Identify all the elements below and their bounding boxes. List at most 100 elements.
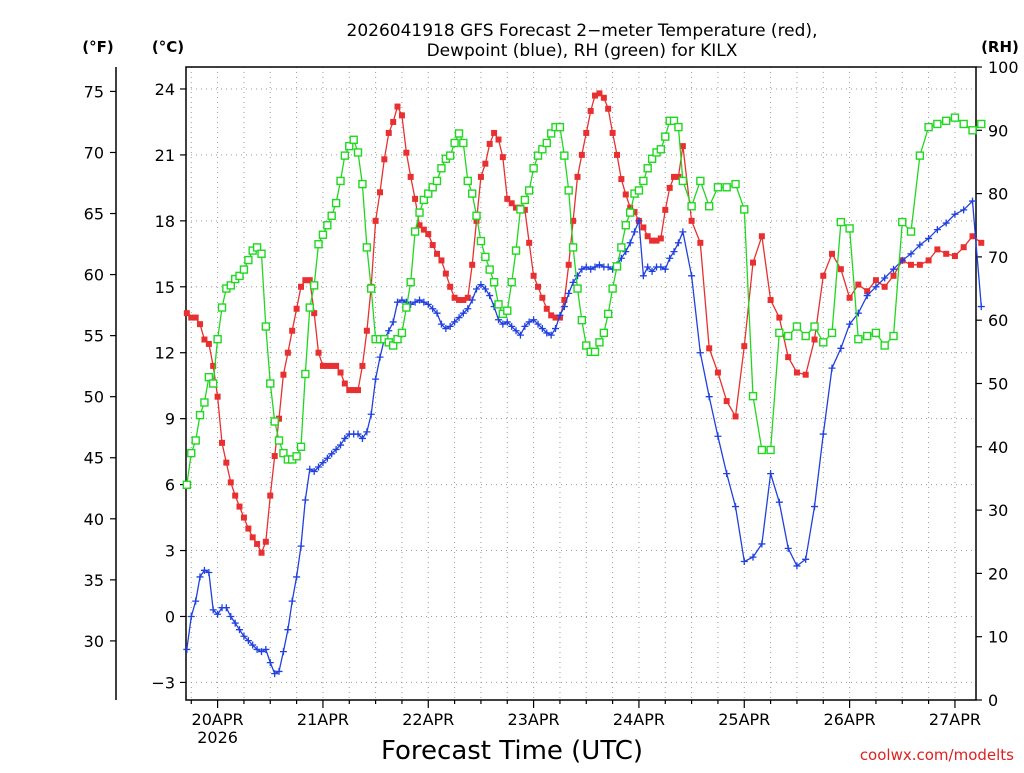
temperature-point bbox=[622, 191, 629, 198]
temperature-point bbox=[820, 272, 827, 279]
dewpoint-point bbox=[455, 314, 463, 322]
temperature-point bbox=[311, 310, 318, 317]
temperature-point bbox=[750, 259, 757, 266]
rh-point bbox=[208, 379, 218, 388]
rh-tick-label: 20 bbox=[988, 564, 1008, 583]
x-tick-label: 27APR bbox=[929, 710, 981, 729]
temperature-point bbox=[605, 105, 612, 112]
temperature-point bbox=[337, 369, 344, 376]
temperature-point bbox=[644, 233, 651, 240]
dewpoint-point bbox=[341, 434, 349, 442]
temperature-point bbox=[767, 296, 774, 303]
temperature-point bbox=[802, 371, 809, 378]
rh-point bbox=[656, 145, 666, 154]
dewpoint-point bbox=[209, 606, 217, 614]
temperature-point bbox=[350, 387, 357, 394]
temperature-point bbox=[315, 349, 322, 356]
dewpoint-point bbox=[951, 210, 959, 218]
celsius-tick-label: 21 bbox=[155, 146, 175, 165]
temperature-point bbox=[872, 277, 879, 284]
rh-point bbox=[424, 189, 433, 198]
temperature-point bbox=[640, 224, 647, 231]
rh-point bbox=[621, 221, 630, 230]
temperature-point bbox=[403, 149, 410, 156]
temperature-point bbox=[916, 261, 923, 268]
dewpoint-point bbox=[468, 296, 476, 304]
temperature-point bbox=[978, 239, 985, 246]
temperature-point bbox=[969, 233, 976, 240]
rh-point bbox=[463, 176, 472, 186]
fahrenheit-tick-label: 35 bbox=[84, 571, 104, 590]
x-tick-label: 23APR bbox=[508, 710, 560, 729]
dewpoint-point bbox=[275, 667, 283, 675]
chart-title-line-1: 2026041918 GFS Forecast 2−meter Temperat… bbox=[347, 21, 818, 41]
fahrenheit-tick-label: 50 bbox=[84, 388, 104, 407]
temperature-point bbox=[811, 336, 818, 343]
rh-point bbox=[331, 198, 341, 208]
temperature-point bbox=[614, 151, 621, 158]
rh-point bbox=[459, 138, 468, 148]
temperature-point bbox=[561, 296, 568, 303]
x-tick-label: 22APR bbox=[402, 710, 454, 729]
temperature-point bbox=[249, 534, 256, 541]
dewpoint-point bbox=[227, 612, 235, 620]
dewpoint-point bbox=[284, 626, 292, 634]
temperature-point bbox=[306, 277, 313, 284]
temperature-point bbox=[548, 312, 555, 319]
dewpoint-point bbox=[534, 320, 542, 328]
temperature-point bbox=[183, 310, 190, 317]
temperature-point bbox=[319, 362, 326, 369]
rh-point bbox=[428, 183, 437, 192]
temperature-point bbox=[210, 362, 217, 369]
temperature-point bbox=[574, 173, 581, 180]
temperature-point bbox=[188, 314, 195, 321]
rh-point bbox=[968, 126, 977, 135]
rh-point bbox=[340, 151, 350, 160]
temperature-point bbox=[245, 525, 252, 532]
dewpoint-point bbox=[525, 318, 533, 326]
temperature-point bbox=[499, 154, 506, 161]
dewpoint-point bbox=[442, 325, 450, 333]
temperature-point bbox=[469, 261, 476, 268]
x-tick-label: 25APR bbox=[718, 710, 770, 729]
dewpoint-point bbox=[512, 327, 520, 335]
temperature-point bbox=[741, 343, 748, 350]
fahrenheit-tick-label: 40 bbox=[84, 510, 104, 529]
fahrenheit-tick-label: 30 bbox=[84, 632, 104, 651]
temperature-point bbox=[675, 173, 682, 180]
rh-point bbox=[775, 328, 784, 338]
temperature-point bbox=[679, 143, 686, 150]
dewpoint-point bbox=[666, 254, 674, 262]
dewpoint-point bbox=[846, 320, 854, 328]
temperature-point bbox=[416, 222, 423, 229]
rh-point bbox=[345, 141, 354, 151]
dewpoint-point bbox=[508, 322, 516, 330]
rh-point bbox=[191, 436, 200, 445]
temperature-point bbox=[214, 393, 221, 400]
temperature-point bbox=[662, 206, 669, 213]
dewpoint-point bbox=[323, 454, 331, 462]
temperature-point bbox=[758, 233, 765, 240]
rh-point bbox=[476, 236, 486, 246]
temperature-point bbox=[846, 294, 853, 301]
temperature-point bbox=[495, 136, 502, 143]
dewpoint-point bbox=[793, 562, 801, 570]
rh-point bbox=[187, 448, 196, 458]
rh-point bbox=[511, 246, 521, 255]
rh-point bbox=[538, 145, 547, 154]
rh-point bbox=[819, 338, 828, 347]
rh-point bbox=[542, 138, 551, 148]
temperature-point bbox=[456, 296, 463, 303]
temperature-point bbox=[482, 160, 489, 167]
dewpoint-point bbox=[222, 604, 230, 612]
celsius-tick-label: 24 bbox=[155, 80, 175, 99]
rh-point bbox=[687, 202, 696, 211]
temperature-point bbox=[385, 129, 392, 136]
dewpoint-point bbox=[262, 645, 270, 653]
rh-point bbox=[564, 186, 573, 195]
dewpoint-point bbox=[811, 503, 819, 511]
temperature-point bbox=[565, 261, 572, 268]
rh-point bbox=[950, 113, 960, 122]
rh-point bbox=[612, 262, 622, 271]
temperature-point bbox=[324, 362, 331, 369]
